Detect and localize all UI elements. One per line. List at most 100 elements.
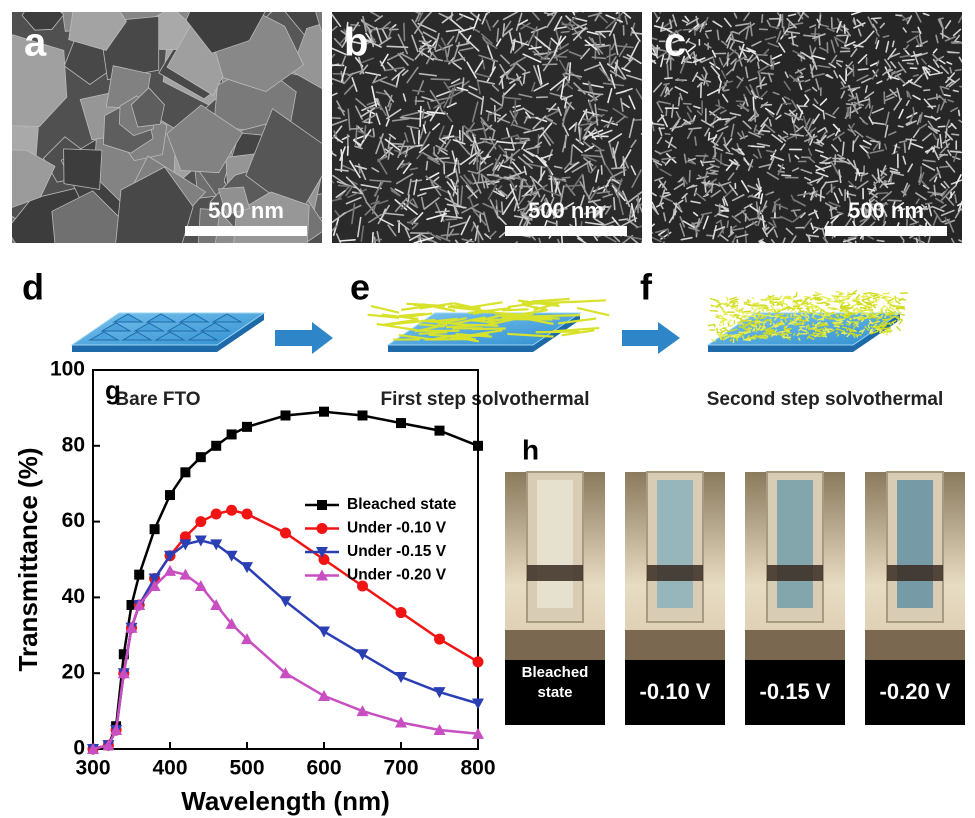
- legend-label: Under -0.15 V: [347, 543, 447, 560]
- nanowire: [824, 126, 828, 133]
- nanowire: [745, 27, 749, 40]
- nanowire: [723, 196, 729, 207]
- photos: h-0.10 V -0.15 V -0.20 V: [505, 434, 965, 725]
- nanowire: [390, 189, 399, 196]
- nanowire: [704, 186, 714, 197]
- nanowire: [446, 102, 457, 108]
- nanowire: [618, 217, 638, 229]
- legend-label: Under -0.10 V: [347, 520, 447, 537]
- nanowire: [936, 138, 940, 149]
- nanowire: [883, 214, 886, 224]
- nanowire: [755, 87, 760, 99]
- nanowire: [490, 97, 503, 107]
- nanorod: [780, 319, 785, 326]
- nanowire: [418, 40, 429, 43]
- nanowire: [351, 203, 356, 225]
- nanowire: [604, 220, 617, 226]
- nanowire: [711, 134, 718, 143]
- nanowire: [716, 29, 720, 41]
- nanowire: [542, 133, 552, 146]
- nanorod: [800, 313, 807, 318]
- nanorod: [884, 321, 892, 326]
- nanowire: [628, 95, 636, 110]
- nanowire: [503, 20, 512, 32]
- nanowire: [747, 158, 754, 172]
- nanowire: [652, 157, 660, 163]
- nanowire: [559, 185, 565, 205]
- nanowire: [737, 132, 743, 138]
- nanowire: [674, 86, 689, 94]
- nanowire: [761, 13, 764, 24]
- nanowire: [617, 193, 624, 216]
- nanowire: [425, 175, 442, 189]
- nanowire: [531, 81, 536, 92]
- nanowire: [921, 66, 929, 80]
- nanowire: [804, 176, 812, 182]
- nanowire: [922, 184, 930, 190]
- nanowire: [768, 221, 774, 227]
- nanowire: [465, 184, 478, 199]
- nanowire: [655, 16, 661, 23]
- nanowire: [609, 169, 627, 179]
- nanowire: [872, 121, 885, 126]
- nanowire: [332, 212, 347, 224]
- nanorod: [778, 301, 788, 306]
- nanorod: [795, 299, 803, 302]
- nanowire: [789, 133, 805, 137]
- nanowire: [533, 65, 542, 87]
- nanowire: [790, 194, 796, 202]
- nanorod: [786, 333, 789, 337]
- nanorod: [808, 302, 817, 308]
- nanowire: [745, 85, 752, 95]
- nanorod: [723, 302, 731, 306]
- marker: [395, 607, 407, 619]
- marker: [134, 569, 145, 580]
- nanowire: [495, 38, 502, 47]
- nanowire: [387, 146, 392, 160]
- panel-label: b: [344, 21, 368, 65]
- marker: [279, 667, 292, 679]
- label-box: [505, 660, 605, 725]
- nanowire: [630, 139, 637, 148]
- nanowire: [332, 47, 347, 56]
- nanowire: [791, 99, 798, 110]
- nanorod: [737, 317, 743, 320]
- nanowire: [804, 94, 810, 101]
- nanorod: [734, 308, 741, 314]
- nanowire: [478, 54, 499, 63]
- nanowire: [894, 73, 902, 78]
- nanowire: [502, 12, 519, 21]
- nanorod: [836, 317, 842, 321]
- nanowire: [713, 156, 725, 166]
- nanowire: [875, 199, 886, 212]
- nanowire: [819, 189, 822, 202]
- nanowire: [836, 17, 843, 28]
- nanowire: [397, 33, 409, 55]
- nanowire: [383, 66, 405, 72]
- nanowire: [832, 131, 845, 141]
- nanowire: [546, 220, 558, 225]
- nanowire: [403, 22, 406, 42]
- chart: 300 400 500 600 700 800020406080100Wavelength…: [13, 358, 496, 816]
- nanowire: [503, 148, 521, 164]
- pyramid: [178, 313, 210, 323]
- nanowire: [533, 52, 545, 56]
- nanowire: [861, 77, 872, 84]
- nanorod: [853, 298, 859, 302]
- nanowire: [766, 171, 780, 180]
- nanowire: [616, 178, 623, 195]
- nanorod: [745, 311, 754, 315]
- nanowire: [502, 27, 513, 37]
- nanowire: [684, 48, 692, 60]
- nanowire: [749, 21, 753, 37]
- nanorod: [763, 305, 766, 309]
- nanowire: [720, 40, 728, 46]
- nanorod: [876, 316, 883, 321]
- nanowire: [852, 140, 855, 153]
- electrode-band: [527, 565, 583, 581]
- nanowire: [341, 164, 356, 172]
- nanorod: [835, 290, 844, 295]
- nanowire: [688, 23, 700, 33]
- nanowire: [517, 19, 529, 26]
- nanowire: [764, 107, 775, 115]
